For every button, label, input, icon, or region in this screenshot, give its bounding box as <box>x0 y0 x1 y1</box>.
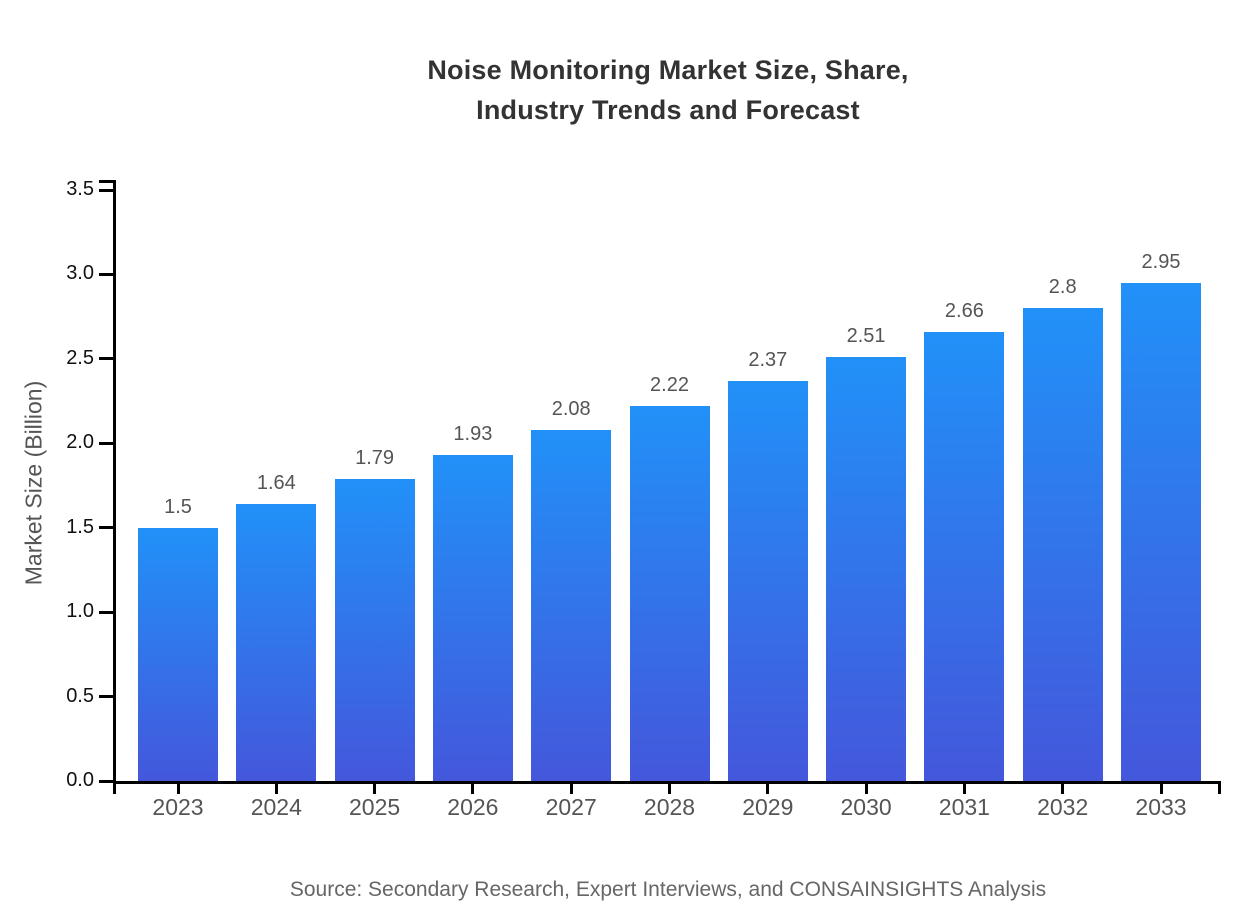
x-tick-label-2028: 2028 <box>643 794 696 820</box>
y-tick <box>99 441 113 445</box>
x-tick-2033 <box>1159 781 1163 794</box>
x-tick-label-2031: 2031 <box>938 794 990 820</box>
bar-value-label-2024: 1.64 <box>256 472 296 495</box>
bar-value-label-2029: 2.37 <box>748 348 788 371</box>
x-tick-label-2025: 2025 <box>349 794 401 820</box>
bar-2029 <box>727 380 808 781</box>
bar-2027 <box>531 429 612 781</box>
x-tick-label-2026: 2026 <box>447 794 499 820</box>
x-axis-line <box>113 781 1221 784</box>
x-tick-2032 <box>1061 781 1065 794</box>
y-tick-label: 0.5 <box>66 684 94 707</box>
y-tick <box>99 695 113 699</box>
bar-2023 <box>138 527 218 781</box>
y-tick-label: 0.0 <box>66 769 94 791</box>
x-tick-2026 <box>471 781 475 794</box>
y-tick-label: 1.0 <box>66 600 94 623</box>
x-tick-label-2033: 2033 <box>1135 794 1187 820</box>
y-tick <box>99 610 113 614</box>
y-tick-label: 1.5 <box>66 515 94 538</box>
bar-2033 <box>1121 282 1201 781</box>
x-tick-label-2023: 2023 <box>152 794 204 820</box>
bar-value-label-2031: 2.66 <box>944 299 984 322</box>
x-axis-endcap-tick-right <box>1218 781 1221 794</box>
x-tick-2031 <box>962 781 966 794</box>
bar-2025 <box>334 478 415 781</box>
x-tick-2030 <box>864 781 868 794</box>
y-tick <box>99 526 113 530</box>
chart-title-line-1: Noise Monitoring Market Size, Share, <box>427 55 909 85</box>
x-tick-2027 <box>569 781 573 794</box>
bar-value-label-2032: 2.8 <box>1048 276 1077 299</box>
y-tick-label: 3.5 <box>66 178 94 200</box>
x-axis-endcap-tick-left <box>113 781 116 794</box>
y-tick <box>99 779 113 783</box>
x-tick-label-2030: 2030 <box>840 794 892 820</box>
bar-value-label-2023: 1.5 <box>164 495 192 518</box>
x-tick-2029 <box>766 781 770 794</box>
y-tick-label: 2.5 <box>66 346 94 369</box>
y-tick <box>99 272 113 276</box>
y-axis-endcap-tick <box>99 180 113 183</box>
bar-2026 <box>432 455 513 781</box>
chart-title-line-2: Industry Trends and Forecast <box>476 95 860 125</box>
y-axis-title: Market Size (Billion) <box>20 380 47 586</box>
bar-value-label-2028: 2.22 <box>650 374 689 397</box>
x-tick-2028 <box>668 781 671 794</box>
bar-value-label-2027: 2.08 <box>551 397 591 420</box>
bar-2030 <box>826 357 907 781</box>
bar-value-label-2030: 2.51 <box>846 325 886 348</box>
y-tick-label: 2.0 <box>66 431 94 454</box>
x-tick-2024 <box>274 781 278 794</box>
bar-value-label-2026: 1.93 <box>453 423 493 446</box>
bar-value-label-2033: 2.95 <box>1141 250 1181 273</box>
x-tick-label-2029: 2029 <box>742 794 794 820</box>
bar-2031 <box>924 331 1005 781</box>
bar-2024 <box>236 504 317 781</box>
y-tick <box>99 188 113 192</box>
x-tick-2023 <box>176 781 180 794</box>
y-tick-label: 3.0 <box>66 262 94 285</box>
x-tick-label-2027: 2027 <box>545 794 597 820</box>
source-text: Source: Secondary Research, Expert Inter… <box>289 878 1047 901</box>
y-axis-line <box>113 180 116 784</box>
x-tick-label-2032: 2032 <box>1037 794 1089 820</box>
x-tick-2025 <box>373 781 377 794</box>
x-tick-label-2024: 2024 <box>250 794 302 820</box>
y-tick <box>99 357 113 361</box>
chart-title: Noise Monitoring Market Size, Share, Ind… <box>115 50 1221 130</box>
bar-2028 <box>629 406 710 781</box>
bar-value-label-2025: 1.79 <box>355 446 395 469</box>
bar-2032 <box>1022 308 1103 781</box>
